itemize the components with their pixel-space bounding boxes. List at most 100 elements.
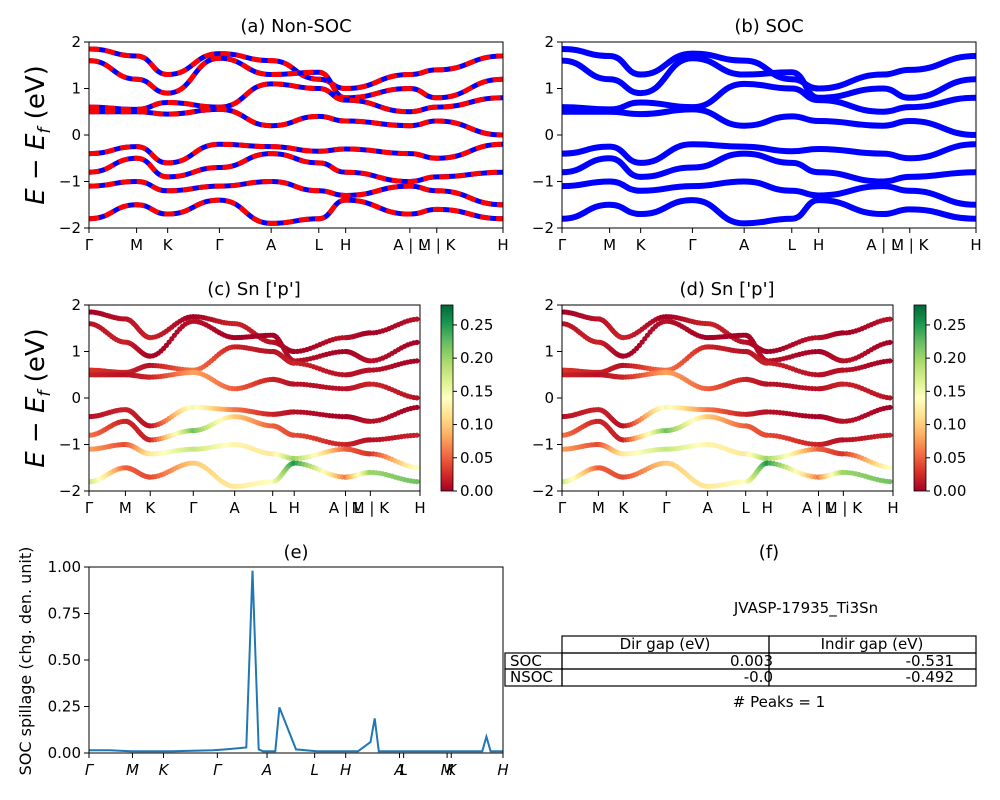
projection-point — [887, 358, 893, 364]
table-row-label: SOC — [510, 652, 542, 670]
projection-point — [887, 339, 893, 345]
colorbar-label: 0.00 — [460, 482, 493, 500]
xtick-label: K — [159, 761, 170, 779]
table-cell: -0.492 — [906, 668, 954, 686]
projection-point — [887, 479, 893, 485]
panel-a-title: (a) Non-SOC — [240, 16, 351, 37]
band-line-dashed — [89, 141, 503, 166]
band-line — [562, 150, 976, 185]
xtick-label: A — [739, 236, 750, 254]
band-line — [562, 197, 976, 227]
projection-point — [887, 316, 893, 322]
band-line-dashed — [89, 81, 503, 115]
panel-a-yticks: 2 1 0 −1 −2 — [59, 33, 89, 237]
band-line — [562, 141, 976, 166]
xtick-label: H — [970, 236, 981, 254]
table-header-dir: Dir gap (eV) — [620, 635, 711, 653]
ylabel-spillage: SOC spillage (chg. den. unit) — [16, 547, 35, 776]
xtick-label: A | L — [393, 236, 427, 254]
colorbar-label: 0.00 — [933, 482, 966, 500]
colorbar-label: 0.05 — [460, 449, 493, 467]
xtick-label: Γ — [85, 761, 95, 779]
band-line-dashed — [89, 178, 503, 208]
colorbar-label: 0.25 — [460, 316, 493, 334]
ytick-label: −1 — [59, 436, 81, 454]
ytick-label: −2 — [59, 482, 81, 500]
xtick-label: A — [393, 761, 404, 779]
panel-e-title: (e) — [283, 542, 308, 563]
xtick-label: Γ — [558, 499, 567, 517]
xtick-label: Γ — [215, 236, 224, 254]
ytick-label: 0 — [71, 389, 81, 407]
xtick-label: M | K — [418, 236, 457, 254]
xtick-label: Γ — [85, 499, 94, 517]
panel-c-colorbar: 0.25 0.20 0.15 0.10 0.05 0.00 — [440, 304, 493, 500]
colorbar-label: 0.25 — [933, 316, 966, 334]
xtick-label: M — [603, 236, 616, 254]
xtick-label: K — [636, 236, 647, 254]
ytick-label: −2 — [59, 219, 81, 237]
band-line — [562, 106, 976, 138]
band-line-dashed — [89, 106, 503, 138]
ytick-label: 0 — [71, 126, 81, 144]
xtick-label: L — [269, 499, 278, 517]
xtick-label: Γ — [688, 236, 697, 254]
gap-table: Dir gap (eV) Indir gap (eV) SOC 0.003 -0… — [504, 635, 977, 687]
xtick-label: M — [130, 236, 143, 254]
colorbar-label: 0.15 — [460, 382, 493, 400]
xtick-label: M — [126, 761, 139, 779]
ytick-label: 0 — [544, 126, 554, 144]
xtick-label: K — [163, 236, 174, 254]
panel-d-yticks: 2 1 0 −1 −2 — [532, 296, 562, 500]
ytick-label: −1 — [532, 173, 554, 191]
xtick-label: M | K — [352, 499, 391, 517]
xtick-label: M — [592, 499, 605, 517]
panel-e-yticks: 1.00 0.75 0.50 0.25 0.00 — [48, 558, 89, 762]
panel-e-xticks: Γ M K Γ A L H AL MK H — [85, 753, 509, 779]
ytick-label: 1 — [544, 80, 554, 98]
xtick-label: H — [414, 499, 425, 517]
xtick-label: A | L — [866, 236, 900, 254]
xtick-label: Γ — [85, 236, 94, 254]
panel-d-points — [562, 309, 893, 489]
ytick-label: −2 — [532, 219, 554, 237]
ytick-label: 1 — [544, 343, 554, 361]
panel-d-title: (d) Sn ['p'] — [679, 279, 774, 300]
xtick-label: M — [119, 499, 132, 517]
projection-point — [414, 465, 420, 471]
band-line-dashed — [89, 55, 503, 101]
panel-c-title: (c) Sn ['p'] — [207, 279, 301, 300]
xtick-label: H — [289, 499, 300, 517]
xtick-label: H — [497, 761, 508, 779]
panel-a-bands — [89, 46, 503, 226]
xtick-label: Γ — [213, 761, 223, 779]
xtick-label: M — [441, 761, 454, 779]
ytick-label: 0.50 — [48, 651, 81, 669]
xtick-label: A | L — [329, 499, 363, 517]
xtick-label: Γ — [189, 499, 198, 517]
colorbar-label: 0.10 — [460, 416, 493, 434]
panel-b-title: (b) SOC — [734, 16, 803, 37]
colorbar-label: 0.15 — [933, 382, 966, 400]
projection-point — [414, 479, 420, 485]
spillage-line — [89, 570, 503, 753]
panel-c-yticks: 2 1 0 −1 −2 — [59, 296, 89, 500]
table-cell: -0.531 — [906, 652, 954, 670]
projection-point — [414, 404, 420, 410]
xtick-label: A — [703, 499, 714, 517]
panel-d-colorbar: 0.25 0.20 0.15 0.10 0.05 0.00 — [913, 304, 966, 500]
panel-f-summary: (f) JVASP-17935_Ti3Sn Dir gap (eV) Indir… — [504, 542, 977, 711]
xtick-label: L — [310, 761, 318, 779]
xtick-label: K — [446, 761, 457, 779]
ytick-label: −2 — [532, 482, 554, 500]
xtick-label: K — [145, 499, 156, 517]
xtick-label: H — [813, 236, 824, 254]
xtick-label: M | K — [891, 236, 930, 254]
material-id: JVASP-17935_Ti3Sn — [733, 599, 878, 618]
